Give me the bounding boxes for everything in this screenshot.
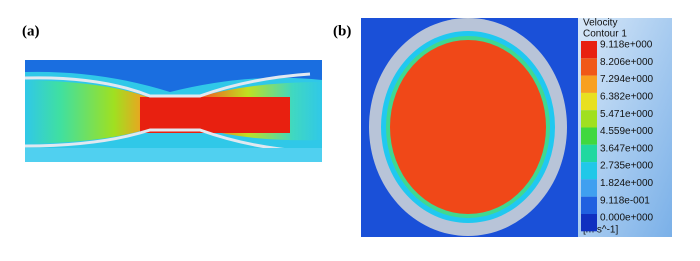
legend-level: 7.294e+000 [600,74,654,85]
legend-swatch [581,214,597,232]
legend-level: 9.118e+000 [600,40,653,51]
legend-title: Velocity [583,18,617,29]
legend: Velocity Contour 1 [m s^-1] 9.118e+000 8.… [581,18,654,236]
legend-swatch [581,41,597,59]
panel-label: (b) [333,23,351,39]
legend-level: 0.000e+000 [600,213,654,224]
legend-swatch [581,144,597,163]
legend-level: 5.471e+000 [600,109,654,120]
legend-unit: [m s^-1] [583,225,618,236]
legend-swatch [581,58,597,76]
legend-level: 8.206e+000 [600,57,654,68]
legend-swatch [581,110,597,128]
legend-swatch [581,162,597,180]
legend-level: 9.118e-001 [600,195,650,206]
legend-level: 2.735e+000 [600,161,654,172]
panel-label: (a) [22,23,40,39]
legend-level: 3.647e+000 [600,143,654,154]
legend-level: 1.824e+000 [600,178,654,189]
nozzle-contour [24,60,322,162]
legend-level: 6.382e+000 [600,92,654,103]
legend-swatch [581,92,597,111]
cross-section-contour [361,18,672,237]
legend-title: Contour 1 [583,29,627,40]
legend-swatch [581,196,597,214]
legend-swatch [581,75,597,93]
legend-swatch [581,127,597,145]
legend-swatch [581,179,597,197]
legend-level: 4.559e+000 [600,126,654,137]
